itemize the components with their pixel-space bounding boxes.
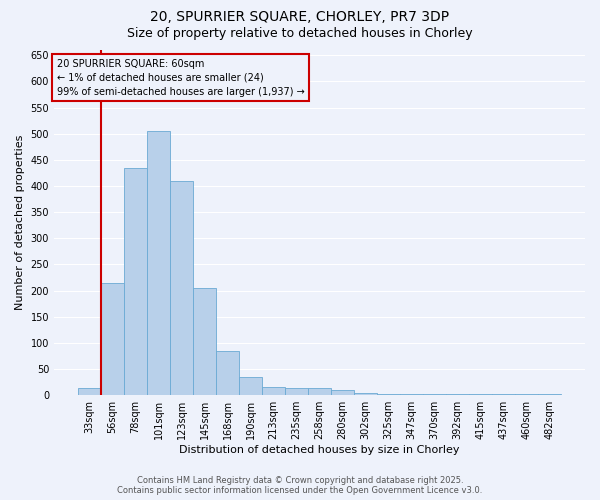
Text: 20 SPURRIER SQUARE: 60sqm
← 1% of detached houses are smaller (24)
99% of semi-d: 20 SPURRIER SQUARE: 60sqm ← 1% of detach… <box>56 58 304 96</box>
Bar <box>331 390 354 395</box>
Bar <box>101 283 124 395</box>
Bar <box>216 350 239 395</box>
Bar <box>124 168 147 395</box>
Bar <box>170 181 193 395</box>
Bar <box>78 388 101 395</box>
Bar <box>377 394 400 395</box>
Bar <box>354 392 377 395</box>
Bar <box>423 394 446 395</box>
Bar <box>147 131 170 395</box>
Bar <box>193 288 216 395</box>
Y-axis label: Number of detached properties: Number of detached properties <box>15 135 25 310</box>
X-axis label: Distribution of detached houses by size in Chorley: Distribution of detached houses by size … <box>179 445 460 455</box>
Bar <box>308 388 331 395</box>
Bar <box>239 377 262 395</box>
Bar <box>538 394 561 395</box>
Bar <box>285 388 308 395</box>
Bar <box>492 394 515 395</box>
Text: Contains HM Land Registry data © Crown copyright and database right 2025.
Contai: Contains HM Land Registry data © Crown c… <box>118 476 482 495</box>
Text: Size of property relative to detached houses in Chorley: Size of property relative to detached ho… <box>127 28 473 40</box>
Text: 20, SPURRIER SQUARE, CHORLEY, PR7 3DP: 20, SPURRIER SQUARE, CHORLEY, PR7 3DP <box>151 10 449 24</box>
Bar <box>515 394 538 395</box>
Bar <box>262 388 285 395</box>
Bar <box>446 394 469 395</box>
Bar <box>469 394 492 395</box>
Bar <box>400 394 423 395</box>
